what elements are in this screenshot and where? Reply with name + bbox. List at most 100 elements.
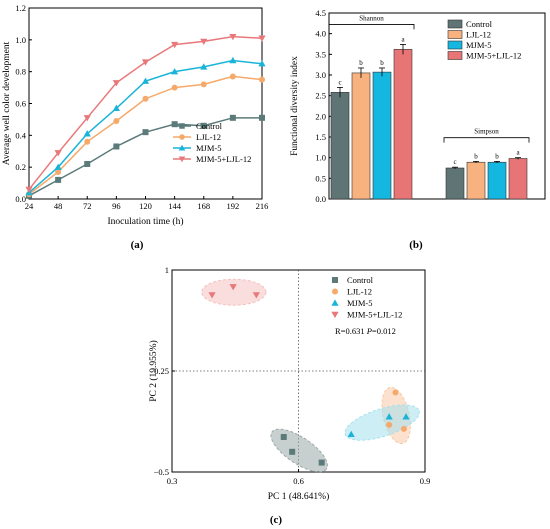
- plot-c-legend-marker: [332, 277, 338, 283]
- plot-b-legend-label: MJM-5: [466, 40, 492, 50]
- plot-c-xtick-label: 0.9: [420, 476, 431, 486]
- plot-c-point: [289, 448, 296, 455]
- plot-c-xtick-label: 0.6: [293, 476, 304, 486]
- plot-b-legend-label: LJL-12: [466, 30, 491, 40]
- plot-c-legend-label: MJM-5+LJL-12: [347, 310, 402, 320]
- plot-a-xtick-label: 24: [25, 201, 34, 211]
- plot-a-ytick-label: 1.0: [15, 35, 26, 45]
- plot-a-legend-label: MJM-5+LJL-12: [196, 154, 251, 164]
- plot-a-point: [25, 186, 33, 194]
- plot-b-sig-letter: b: [474, 152, 478, 160]
- plot-b-bar-MJM-5+LJL-12-Simpson: [508, 158, 528, 200]
- plot-b-sig-letter: b: [495, 152, 499, 160]
- plot-a-point: [55, 176, 62, 183]
- plot-c-point: [252, 292, 260, 299]
- plot-b-sig-letter: a: [401, 35, 405, 43]
- plot-a-xlabel: Inoculation time (h): [108, 216, 184, 227]
- plot-a-legend-marker: [178, 144, 186, 151]
- plot-a-ytick-label: 0.0: [15, 194, 26, 204]
- plot-c-legend-label: MJM-5: [347, 298, 373, 308]
- plot-b-ytick-label: 0.5: [315, 173, 326, 183]
- plot-a-xtick-label: 72: [83, 201, 92, 211]
- plot-b-group-bracket: [328, 24, 415, 30]
- plot-a-legend-label: Control: [196, 121, 223, 131]
- plot-a-xtick-label: 48: [54, 201, 63, 211]
- plot-c-point: [208, 292, 216, 299]
- plot-c-ellipse-MJM-5+LJL-12: [201, 278, 267, 306]
- plot-c-ytick-label: 0.25: [154, 366, 169, 376]
- plot-b-legend-swatch: [447, 19, 463, 29]
- plot-b-group-label: Shannon: [359, 14, 384, 22]
- plot-b-frame: [328, 12, 546, 200]
- plot-c-point: [386, 421, 393, 428]
- plot-a-point: [259, 114, 265, 121]
- plot-a-point: [171, 68, 179, 75]
- plot-a-point: [200, 63, 208, 70]
- plot-a-point: [112, 80, 120, 87]
- plot-b-sig-letter: b: [380, 59, 384, 67]
- plot-c-ylabel: PC 2 (19.955%): [148, 340, 159, 402]
- plot-b-sig-letter: b: [359, 59, 363, 67]
- plot-a-ylabel: Average well color development: [2, 41, 12, 165]
- plot-c-legend-marker: [331, 299, 339, 306]
- plot-c-point: [402, 413, 410, 420]
- plot-c-point: [280, 433, 287, 440]
- plot-a-point: [258, 35, 266, 42]
- plot-a-point: [171, 121, 178, 128]
- plot-a-point: [141, 77, 150, 84]
- plot-c-point: [347, 430, 355, 437]
- plot-a-ytick-label: 1.2: [15, 3, 26, 13]
- plot-a-xtick-label: 96: [112, 201, 121, 211]
- plot-a-legend-marker: [178, 156, 186, 163]
- plot-b-group-bracket: [443, 137, 530, 143]
- plot-a-ytick-label: 0.2: [15, 162, 26, 172]
- plot-b-ytick-label: 1.0: [315, 153, 326, 163]
- plot-a-point: [229, 33, 237, 41]
- plot-a-point: [200, 81, 207, 88]
- plot-a-legend-label: LJL-12: [196, 132, 221, 142]
- plot-b-ytick-label: 2.5: [315, 91, 326, 101]
- plot-b-legend-swatch: [447, 51, 463, 60]
- panel-label-c: (c): [270, 514, 283, 526]
- plot-c-legend-label: LJL-12: [347, 287, 372, 297]
- plot-a-point: [55, 168, 62, 175]
- plot-a-point: [142, 129, 149, 136]
- plot-b-bar-LJL-12-Shannon: [351, 72, 371, 200]
- plot-a-legend-label: MJM-5: [196, 143, 222, 153]
- panel-label-b: (b): [409, 239, 423, 251]
- plot-b-bar-Control-Simpson: [445, 167, 465, 200]
- plot-a-point: [54, 163, 62, 170]
- plot-b-legend-label: Control: [466, 19, 493, 29]
- plot-a-point: [200, 122, 207, 129]
- plot-c-point: [392, 389, 399, 396]
- plot-b-legend-swatch: [447, 30, 463, 39]
- plot-a-ytick-label: 0.8: [15, 67, 26, 77]
- plot-b-sig-letter: c: [453, 158, 456, 166]
- plot-a-xtick-label: 144: [168, 201, 182, 211]
- plot-b-ytick-label: 3.0: [315, 70, 326, 80]
- plot-c-point: [318, 459, 325, 466]
- plot-a-point: [171, 84, 178, 91]
- plot-a-point: [141, 59, 150, 66]
- plot-b-ytick-label: 1.5: [315, 132, 326, 142]
- plot-c-point: [385, 413, 393, 420]
- plot-a-point: [84, 160, 91, 167]
- plot-c-ytick-label: 1: [165, 265, 169, 275]
- plot-a-point: [83, 115, 91, 122]
- plot-a-point: [200, 38, 208, 46]
- plot-b-legend-swatch: [447, 40, 463, 50]
- plot-c-ellipse-MJM-5: [344, 404, 420, 441]
- panel-label-a: (a): [131, 239, 144, 251]
- plot-a-xtick-label: 192: [227, 201, 240, 211]
- plot-b-bar-MJM-5+LJL-12-Shannon: [393, 49, 413, 200]
- plot-b-legend-label: MJM-5+LJL-12: [466, 51, 521, 61]
- plot-c-xlabel: PC 1 (48.641%): [268, 491, 330, 502]
- plot-a-frame: [28, 7, 263, 200]
- plot-a-xtick-label: 168: [197, 201, 210, 211]
- plot-a-point: [229, 73, 236, 80]
- plot-a-point: [171, 41, 179, 49]
- plot-a-point: [259, 76, 265, 83]
- plot-a-xtick-label: 216: [256, 201, 269, 211]
- plot-a-point: [113, 118, 120, 125]
